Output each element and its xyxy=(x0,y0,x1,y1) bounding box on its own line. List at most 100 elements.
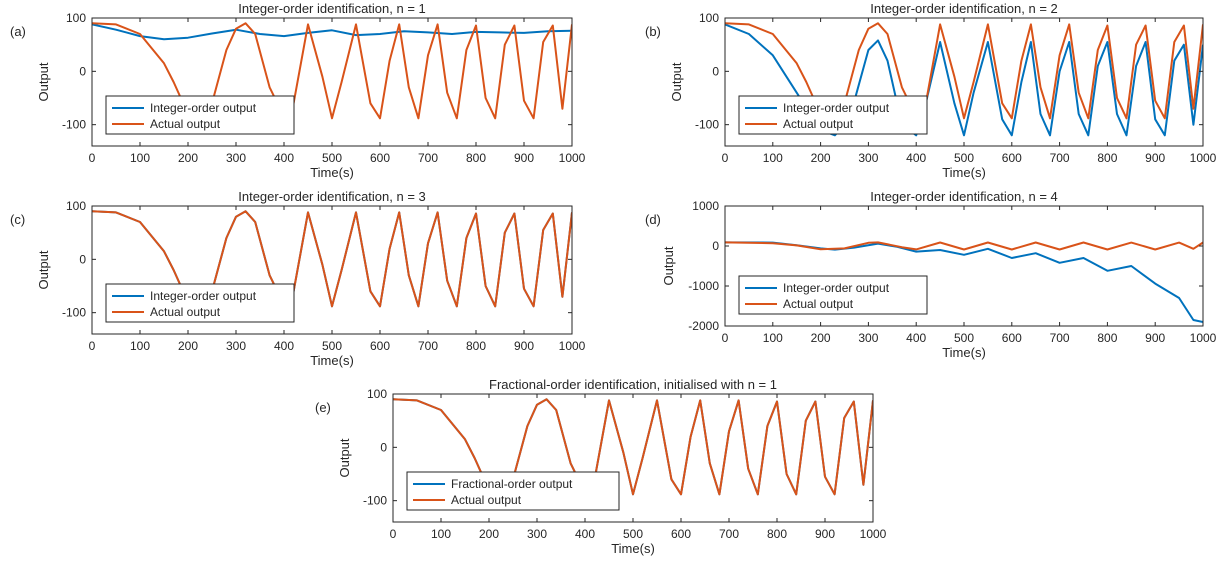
x-tick-label: 800 xyxy=(1097,331,1117,345)
x-tick-label: 600 xyxy=(370,339,390,353)
y-tick-label: 0 xyxy=(712,64,719,78)
x-tick-label: 900 xyxy=(1145,151,1165,165)
panel-letter: (e) xyxy=(315,400,331,415)
x-axis-label: Time(s) xyxy=(942,165,986,180)
x-tick-label: 500 xyxy=(322,151,342,165)
legend-label: Integer-order output xyxy=(150,101,257,115)
x-tick-label: 1000 xyxy=(1190,151,1217,165)
series-line-model xyxy=(92,23,572,41)
y-tick-label: 1000 xyxy=(692,199,719,213)
x-tick-label: 900 xyxy=(514,339,534,353)
y-tick-label: 100 xyxy=(66,199,86,213)
legend-label: Actual output xyxy=(451,493,522,507)
x-tick-label: 1000 xyxy=(1190,331,1217,345)
panel-title: Integer-order identification, n = 4 xyxy=(870,189,1058,204)
legend-label: Integer-order output xyxy=(783,281,890,295)
x-tick-label: 800 xyxy=(767,527,787,541)
y-tick-label: -1000 xyxy=(688,279,719,293)
x-tick-label: 400 xyxy=(274,151,294,165)
y-axis-label: Output xyxy=(36,62,51,101)
y-tick-label: 0 xyxy=(380,440,387,454)
legend-label: Actual output xyxy=(150,117,221,131)
series-line-actual xyxy=(725,241,1203,251)
x-tick-label: 300 xyxy=(858,331,878,345)
series-line-actual xyxy=(92,210,572,308)
x-tick-label: 0 xyxy=(390,527,397,541)
x-tick-label: 500 xyxy=(954,151,974,165)
x-tick-label: 800 xyxy=(466,339,486,353)
legend-box xyxy=(738,95,928,135)
x-tick-label: 500 xyxy=(322,339,342,353)
y-tick-label: 100 xyxy=(699,11,719,25)
x-tick-label: 600 xyxy=(1002,331,1022,345)
x-tick-label: 300 xyxy=(226,339,246,353)
legend-box xyxy=(105,283,295,323)
legend-box xyxy=(105,95,295,135)
legend: Integer-order output Actual output xyxy=(738,275,928,315)
panel-c: (c) Integer-order identification, n = 3 0 1… xyxy=(10,189,586,368)
x-tick-label: 900 xyxy=(815,527,835,541)
legend-label: Actual output xyxy=(783,117,854,131)
x-tick-label: 700 xyxy=(1050,331,1070,345)
x-tick-label: 600 xyxy=(1002,151,1022,165)
x-tick-label: 800 xyxy=(466,151,486,165)
x-tick-label: 1000 xyxy=(559,151,586,165)
x-tick-label: 100 xyxy=(130,151,150,165)
legend-label: Fractional-order output xyxy=(451,477,573,491)
series-line-actual xyxy=(725,22,1203,120)
x-tick-label: 200 xyxy=(178,151,198,165)
x-tick-label: 700 xyxy=(1050,151,1070,165)
y-axis-label: Output xyxy=(669,62,684,101)
y-tick-label: 0 xyxy=(79,252,86,266)
y-tick-label: -100 xyxy=(695,118,719,132)
x-tick-label: 700 xyxy=(418,151,438,165)
panel-letter: (b) xyxy=(645,24,661,39)
panel-title: Integer-order identification, n = 3 xyxy=(238,189,426,204)
panel-title: Integer-order identification, n = 1 xyxy=(238,1,426,16)
x-tick-label: 600 xyxy=(370,151,390,165)
x-tick-label: 1000 xyxy=(860,527,887,541)
x-tick-label: 500 xyxy=(623,527,643,541)
x-tick-label: 1000 xyxy=(559,339,586,353)
legend-label: Actual output xyxy=(150,305,221,319)
panel-letter: (d) xyxy=(645,212,661,227)
x-tick-label: 100 xyxy=(431,527,451,541)
x-tick-label: 400 xyxy=(274,339,294,353)
x-tick-label: 300 xyxy=(226,151,246,165)
legend: Integer-order output Actual output xyxy=(738,95,928,135)
x-axis-label: Time(s) xyxy=(611,541,655,556)
x-tick-label: 100 xyxy=(130,339,150,353)
x-tick-label: 800 xyxy=(1097,151,1117,165)
x-tick-label: 700 xyxy=(719,527,739,541)
x-axis-label: Time(s) xyxy=(310,165,354,180)
x-tick-label: 500 xyxy=(954,331,974,345)
legend-box xyxy=(406,471,620,511)
x-tick-label: 200 xyxy=(479,527,499,541)
legend-label: Integer-order output xyxy=(150,289,257,303)
legend-label: Actual output xyxy=(783,297,854,311)
series-line-actual xyxy=(92,22,572,120)
x-tick-label: 700 xyxy=(418,339,438,353)
legend: Fractional-order output Actual output xyxy=(406,471,620,511)
x-tick-label: 400 xyxy=(906,151,926,165)
panel-letter: (c) xyxy=(10,212,25,227)
panel-title: Fractional-order identification, initial… xyxy=(489,377,777,392)
x-tick-label: 0 xyxy=(89,339,96,353)
series-line-actual xyxy=(393,398,873,496)
x-axis-label: Time(s) xyxy=(310,353,354,368)
x-tick-label: 100 xyxy=(763,331,783,345)
x-tick-label: 200 xyxy=(811,331,831,345)
y-axis-label: Output xyxy=(337,438,352,477)
legend-label: Integer-order output xyxy=(783,101,890,115)
x-tick-label: 200 xyxy=(178,339,198,353)
x-tick-label: 0 xyxy=(722,331,729,345)
y-axis-label: Output xyxy=(661,246,676,285)
legend: Integer-order output Actual output xyxy=(105,95,295,135)
legend-box xyxy=(738,275,928,315)
panel-b: (b) Integer-order identification, n = 2 0 1… xyxy=(645,1,1217,180)
panel-letter: (a) xyxy=(10,24,26,39)
series-line-model xyxy=(725,23,1203,137)
legend: Integer-order output Actual output xyxy=(105,283,295,323)
y-tick-label: -2000 xyxy=(688,319,719,333)
